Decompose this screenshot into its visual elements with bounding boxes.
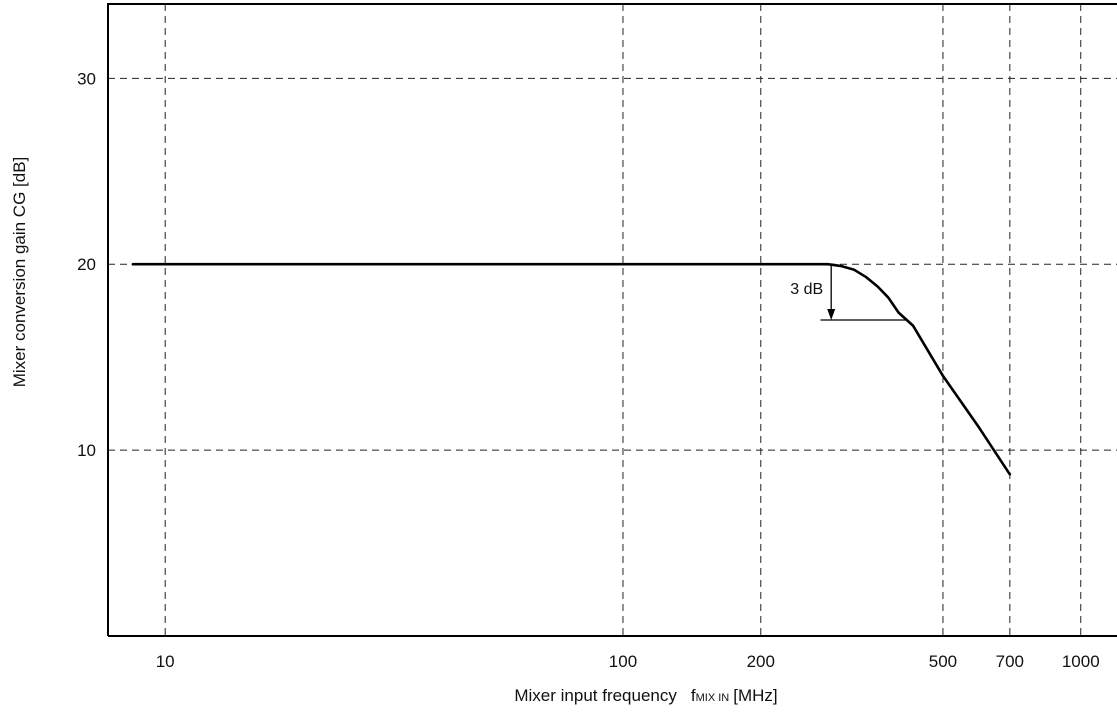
- annotation-layer: 3 dB: [790, 264, 906, 321]
- x-axis-title-prefix: Mixer input frequency: [514, 686, 677, 705]
- annotation-3db-label: 3 dB: [790, 281, 823, 298]
- gain-curve: [131, 262, 1012, 476]
- y-tick-label: 20: [77, 255, 96, 274]
- x-tick-labels: 10 100 200 500 700 1000: [156, 652, 1100, 671]
- x-tick-label: 200: [747, 652, 775, 671]
- x-tick-label: 700: [996, 652, 1024, 671]
- x-tick-label: 100: [609, 652, 637, 671]
- y-tick-label: 30: [77, 69, 96, 88]
- series-layer: [131, 262, 1012, 476]
- x-tick-label: 500: [929, 652, 957, 671]
- x-axis-title: Mixer input frequency fMIX IN [MHz]: [514, 686, 777, 705]
- y-tick-labels: 10 20 30: [77, 69, 96, 460]
- plot-frame: [107, 3, 1117, 637]
- x-tick-label: 10: [156, 652, 175, 671]
- x-axis-title-symbol: f: [691, 686, 696, 705]
- x-axis-title-subscript: MIX IN: [696, 692, 730, 704]
- y-tick-label: 10: [77, 441, 96, 460]
- grid-lines: [108, 4, 1117, 636]
- x-axis-title-unit: [MHz]: [733, 686, 777, 705]
- x-tick-label: 1000: [1062, 652, 1100, 671]
- y-axis-title: Mixer conversion gain CG [dB]: [10, 157, 29, 388]
- arrow-head: [827, 309, 836, 320]
